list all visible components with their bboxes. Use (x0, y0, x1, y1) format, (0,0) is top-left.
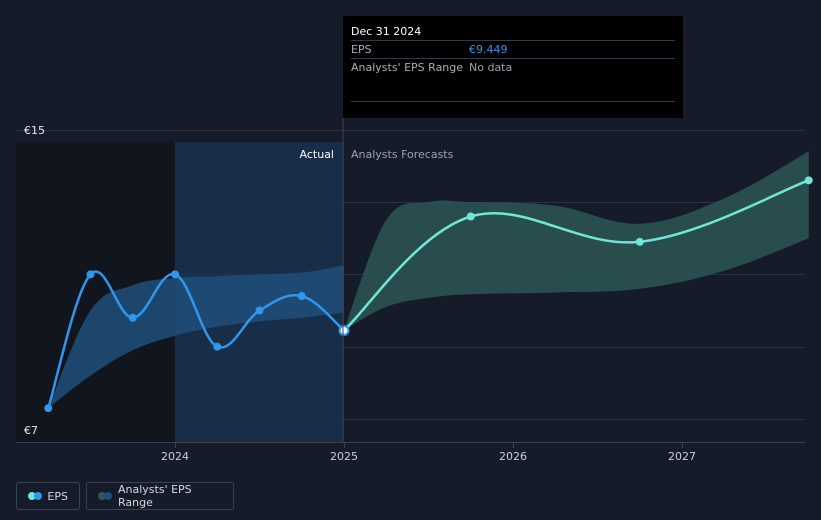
eps-point-actual (255, 306, 264, 315)
x-tick-label: 2025 (330, 450, 358, 463)
tooltip-range-value: No data (469, 61, 513, 74)
eps-point-actual (86, 270, 95, 279)
eps-line-forecast (343, 179, 810, 332)
eps-point-forecast (804, 176, 813, 185)
region-label-actual: Actual (300, 148, 334, 161)
tooltip-date: Dec 31 2024 (351, 25, 422, 38)
y-tick-label-top: €15 (24, 124, 45, 137)
tooltip: Dec 31 2024 EPS €9.449 Analysts' EPS Ran… (343, 16, 683, 118)
eps-point-actual (44, 404, 53, 413)
tooltip-range-label: Analysts' EPS Range (351, 61, 464, 74)
eps-point-forecast (635, 237, 644, 246)
y-tick-label-bottom: €7 (24, 424, 38, 437)
eps-point-forecast (466, 212, 475, 221)
tooltip-eps-label: EPS (351, 43, 372, 56)
x-axis-ticks: 2024 2025 2026 2027 (161, 442, 696, 463)
eps-point-actual (171, 270, 179, 279)
tooltip-divider (351, 101, 675, 102)
eps-point-actual (297, 292, 306, 301)
tooltip-eps-value: €9.449 (469, 43, 508, 56)
tooltip-row-eps: EPS €9.449 (351, 40, 675, 58)
eps-legend-icon (28, 492, 42, 500)
legend-range-button[interactable]: Analysts' EPS Range (86, 482, 234, 510)
eps-points[interactable] (44, 176, 813, 413)
legend-eps-label: EPS (47, 489, 68, 503)
eps-point-actual (128, 313, 137, 322)
tooltip-row-range: Analysts' EPS Range No data (351, 58, 675, 76)
x-tick-label: 2026 (499, 450, 527, 463)
legend-range-label: Analysts' EPS Range (118, 483, 192, 509)
x-tick-label: 2024 (161, 450, 189, 463)
legend-eps-button[interactable]: EPS (16, 482, 80, 510)
range-band-forecast (344, 151, 809, 331)
range-band-actual (48, 265, 344, 409)
axes: €15 €7 Actual Analysts Forecasts 2024 202… (24, 124, 696, 463)
eps-point-actual (213, 342, 222, 351)
eps-point-highlight (338, 324, 350, 336)
range-legend-icon (98, 492, 112, 500)
region-label-forecast: Analysts Forecasts (351, 148, 454, 161)
analyst-range-bands (48, 151, 809, 409)
x-tick-label: 2027 (668, 450, 696, 463)
